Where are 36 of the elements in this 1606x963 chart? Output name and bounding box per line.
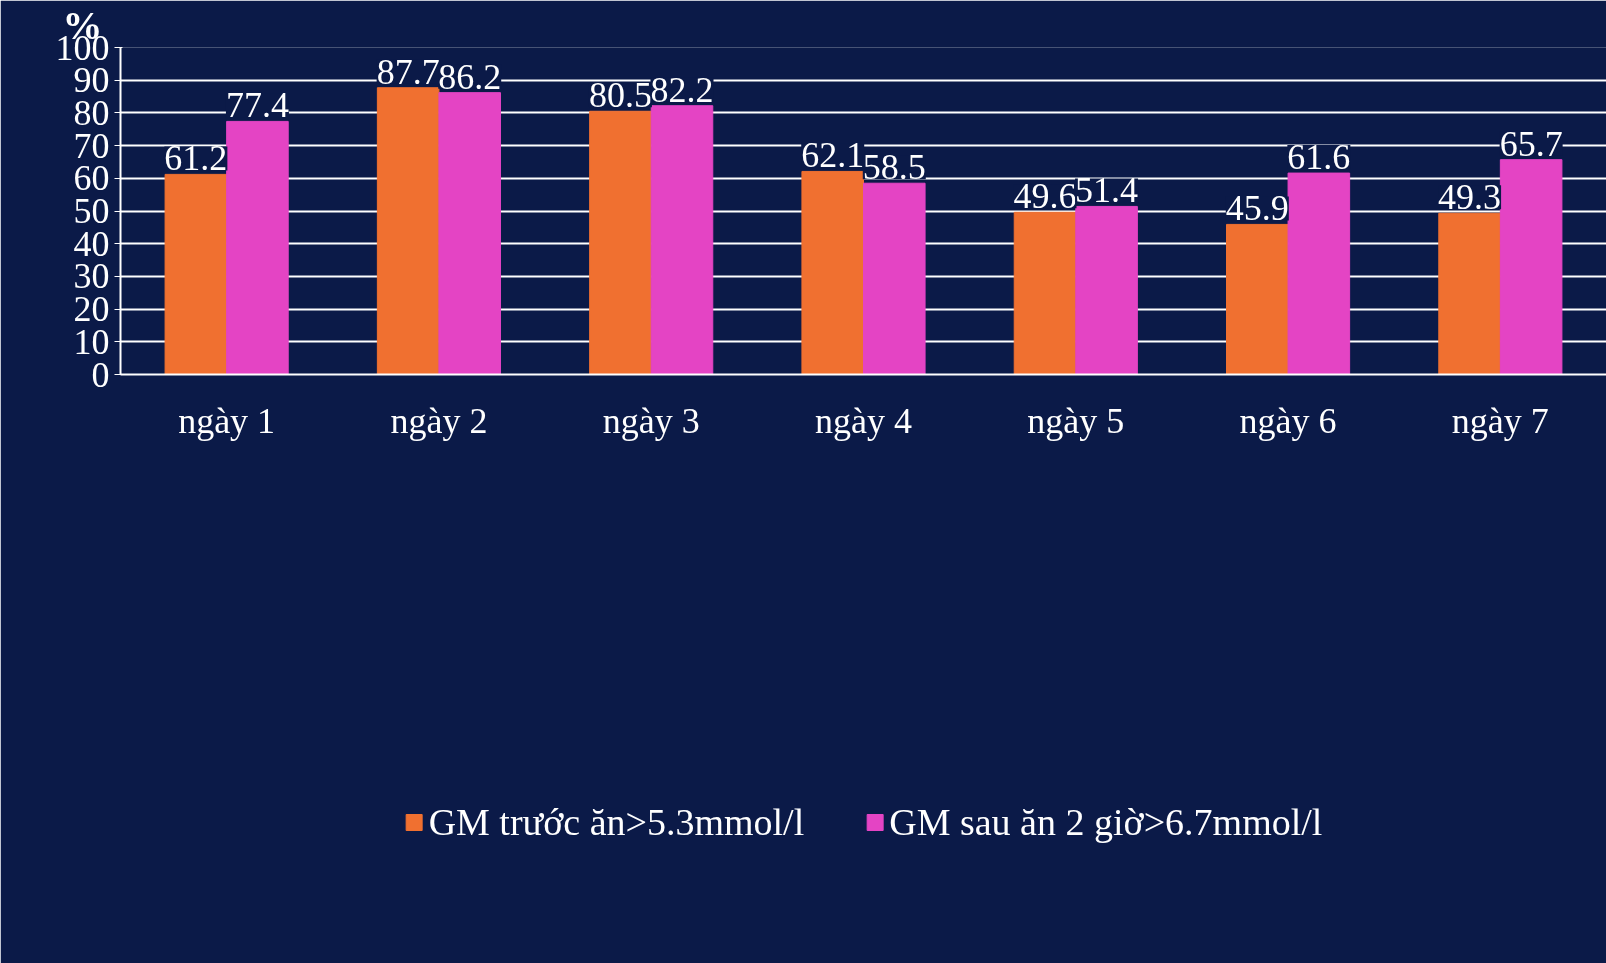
x-tick-label: ngày 1: [178, 400, 276, 441]
data-label: 49.6: [1013, 176, 1077, 217]
x-tick-label: ngày 7: [1451, 400, 1549, 441]
bar: [1075, 205, 1138, 375]
data-label: 61.6: [1287, 137, 1351, 178]
bar: [589, 110, 652, 375]
legend-label: GM sau ăn 2 giờ>6.7mmol/l: [889, 800, 1323, 844]
x-tick-label: ngày 4: [815, 400, 912, 441]
bar: [438, 92, 501, 375]
data-label: 51.4: [1075, 170, 1139, 211]
bar: [1499, 159, 1563, 375]
legend-label: GM trước ăn>5.3mmol/l: [428, 800, 805, 844]
x-tick-label: ngày 5: [1027, 400, 1125, 441]
data-label: 61.2: [164, 138, 228, 179]
data-label: 62.1: [801, 135, 865, 176]
data-label: 87.7: [376, 51, 440, 92]
data-label: 65.7: [1499, 123, 1563, 164]
x-tick-label: ngày 6: [1239, 400, 1337, 441]
x-tick-label: ngày 2: [390, 400, 488, 441]
bar: [226, 120, 289, 375]
data-label: 58.5: [862, 147, 926, 188]
bar: [1438, 212, 1501, 375]
bar: [164, 173, 228, 375]
data-label: 82.2: [650, 69, 714, 110]
x-tick-label: ngày 3: [602, 400, 700, 441]
bar: [376, 87, 440, 375]
bar: [1013, 211, 1077, 375]
bar: [1287, 172, 1351, 375]
data-label: 45.9: [1225, 188, 1289, 229]
data-label: 49.3: [1438, 177, 1502, 218]
data-label: 80.5: [588, 75, 652, 116]
bar: [650, 105, 714, 375]
bar: [1226, 223, 1289, 375]
bar: [801, 170, 864, 375]
data-label: 86.2: [438, 56, 502, 97]
data-label: 77.4: [225, 85, 289, 126]
